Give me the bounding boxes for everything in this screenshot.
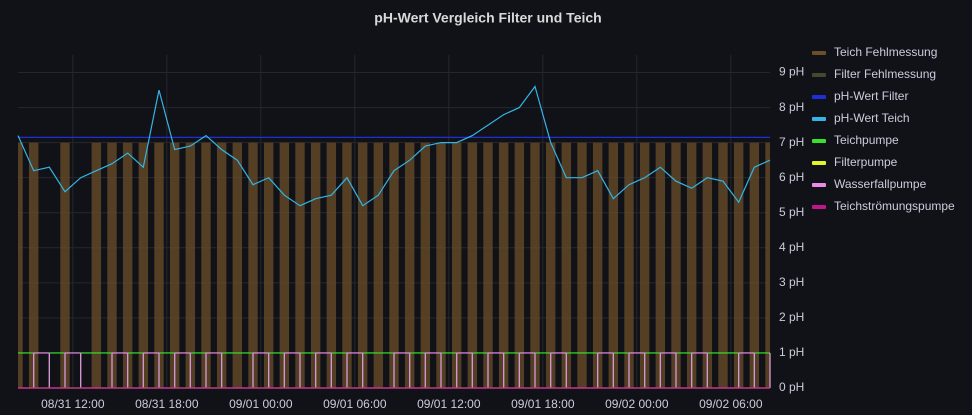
legend-swatch xyxy=(812,51,826,55)
error-bar xyxy=(18,142,23,388)
legend-label: Teichströmungspumpe xyxy=(834,199,955,213)
error-bar xyxy=(420,142,431,388)
error-bar xyxy=(624,142,634,388)
error-bar xyxy=(295,142,305,388)
legend-swatch xyxy=(812,73,826,77)
error-bar xyxy=(60,142,70,388)
legend-swatch xyxy=(812,139,826,143)
error-bar xyxy=(514,142,525,388)
y-tick-label: 3 pH xyxy=(779,275,804,289)
legend-swatch xyxy=(812,117,826,121)
error-bar xyxy=(404,142,415,388)
error-bar xyxy=(248,142,258,388)
x-tick-label: 09/01 00:00 xyxy=(229,397,293,411)
error-bar xyxy=(592,142,603,388)
legend-label: Teichpumpe xyxy=(834,133,899,147)
error-bar xyxy=(702,142,713,388)
error-bar xyxy=(326,142,337,388)
error-bar xyxy=(216,142,227,388)
x-tick-label: 09/02 06:00 xyxy=(699,397,763,411)
legend-label: pH-Wert Teich xyxy=(834,111,910,125)
error-bar xyxy=(91,142,102,388)
error-bar xyxy=(639,142,650,388)
error-bar xyxy=(122,142,133,388)
legend-swatch xyxy=(812,161,826,165)
error-bar xyxy=(733,142,744,388)
error-bar xyxy=(279,142,290,388)
y-tick-label: 2 pH xyxy=(779,310,804,324)
error-bar xyxy=(436,142,446,388)
error-bar xyxy=(530,142,540,388)
legend-swatch xyxy=(812,95,826,99)
error-bar xyxy=(749,142,760,388)
error-bar xyxy=(467,142,478,388)
error-bar xyxy=(342,142,352,388)
legend-label: Teich Fehlmessung xyxy=(834,45,937,59)
y-tick-label: 6 pH xyxy=(779,170,804,184)
error-bar xyxy=(28,142,39,388)
y-tick-label: 7 pH xyxy=(779,135,804,149)
legend-label: Filterpumpe xyxy=(834,155,898,169)
error-bar xyxy=(232,142,243,388)
y-tick-label: 0 pH xyxy=(779,380,804,394)
error-bar xyxy=(154,142,164,388)
legend-label: Wasserfallpumpe xyxy=(834,177,927,191)
error-bar xyxy=(389,142,399,388)
error-bar xyxy=(577,142,587,388)
chart-title: pH-Wert Vergleich Filter und Teich xyxy=(374,10,601,26)
error-bar xyxy=(483,142,493,388)
y-tick-label: 5 pH xyxy=(779,205,804,219)
error-bar xyxy=(655,142,666,388)
legend-swatch xyxy=(812,183,826,187)
y-tick-label: 9 pH xyxy=(779,65,804,79)
legend-swatch xyxy=(812,205,826,209)
error-bar xyxy=(765,142,770,388)
legend-label: pH-Wert Filter xyxy=(834,89,908,103)
ph-line xyxy=(17,85,771,207)
error-bar xyxy=(608,142,619,388)
error-bar xyxy=(185,142,196,388)
y-tick-label: 8 pH xyxy=(779,100,804,114)
x-tick-label: 09/01 12:00 xyxy=(417,397,481,411)
y-tick-label: 1 pH xyxy=(779,345,804,359)
x-tick-label: 09/01 18:00 xyxy=(511,397,575,411)
error-bar xyxy=(263,142,274,388)
error-bar xyxy=(169,142,180,388)
x-tick-label: 08/31 12:00 xyxy=(41,397,105,411)
x-tick-label: 09/01 06:00 xyxy=(323,397,387,411)
x-tick-label: 08/31 18:00 xyxy=(135,397,199,411)
error-bar xyxy=(686,142,697,388)
error-bar xyxy=(718,142,728,388)
error-bar xyxy=(671,142,681,388)
error-bar xyxy=(498,142,509,388)
x-tick-label: 09/02 00:00 xyxy=(605,397,669,411)
error-bar xyxy=(138,142,149,388)
legend-label: Filter Fehlmessung xyxy=(834,67,936,81)
error-bar xyxy=(201,142,211,388)
error-bar xyxy=(451,142,462,388)
error-bar xyxy=(373,142,384,388)
error-bar xyxy=(357,142,368,388)
error-bar xyxy=(545,142,556,388)
y-tick-label: 4 pH xyxy=(779,240,804,254)
error-bar xyxy=(107,142,117,388)
error-bar xyxy=(561,142,572,388)
error-bar xyxy=(310,142,321,388)
